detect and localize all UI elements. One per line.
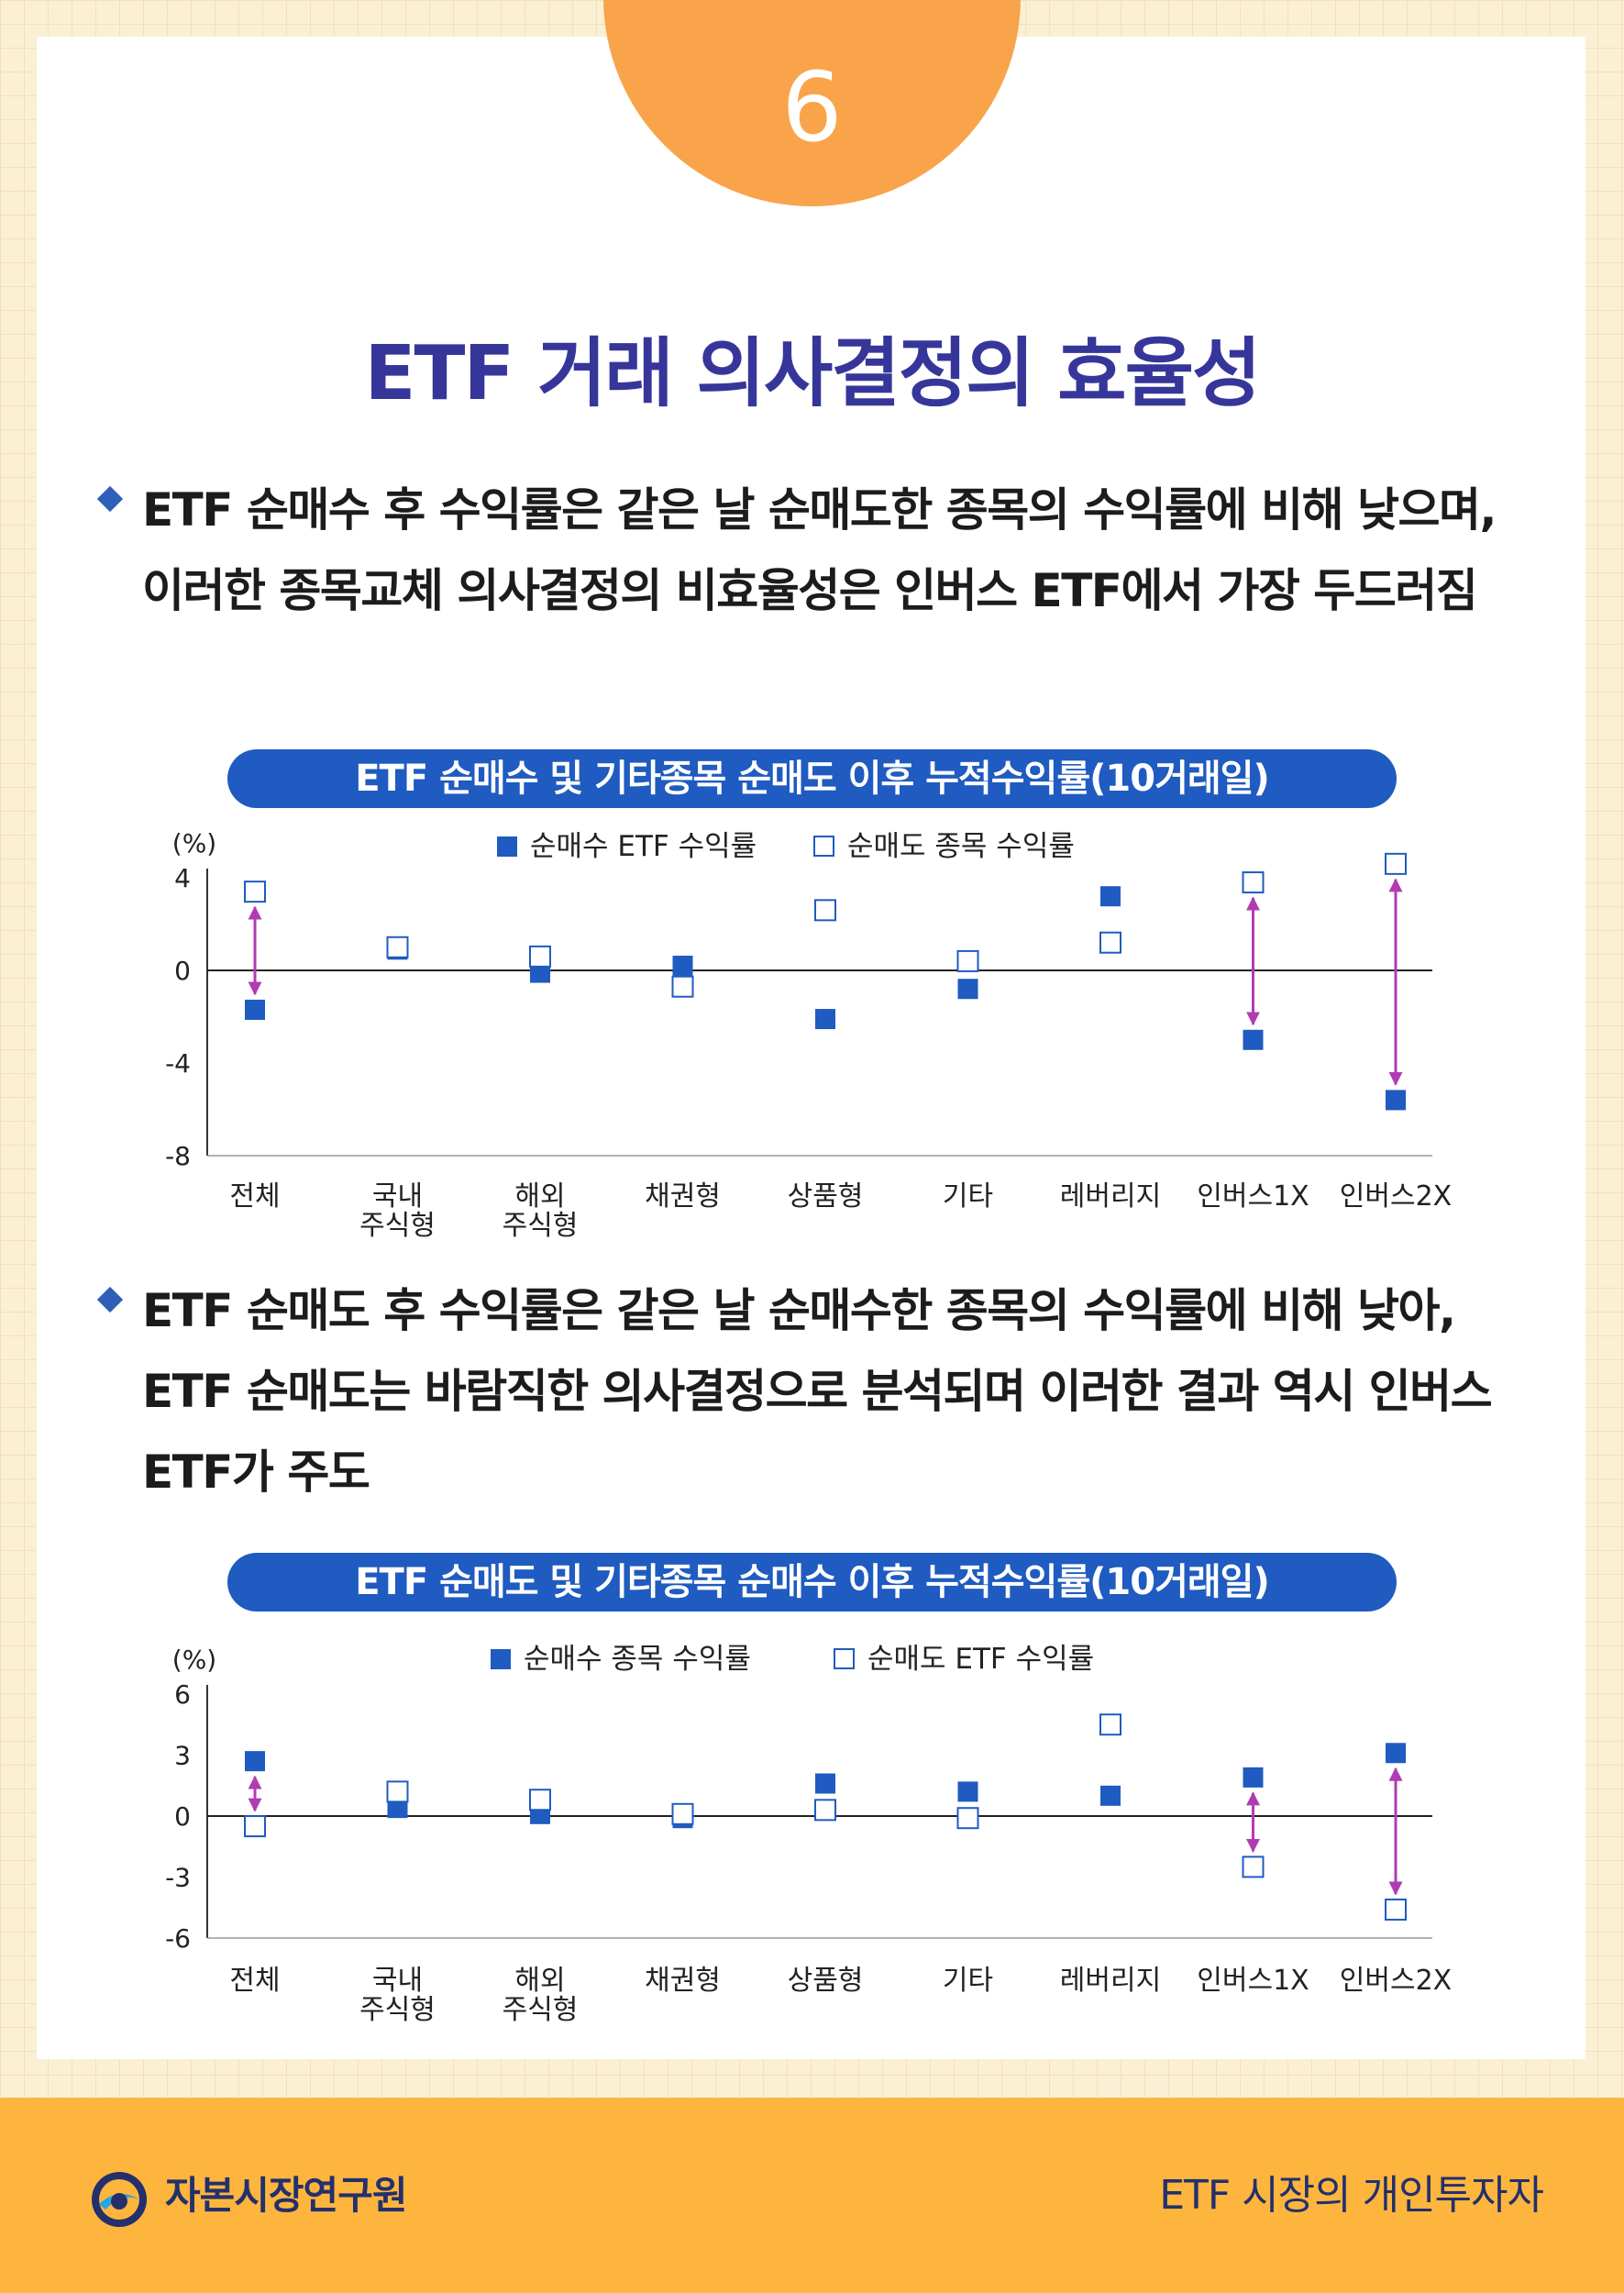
y-tick-label: -8 [165, 1141, 191, 1171]
y-unit-label: (%) [172, 828, 216, 858]
legend-hollow-marker [834, 1648, 855, 1669]
data-point-filled [957, 1781, 978, 1802]
x-category-label: 주식형 [359, 1994, 436, 2026]
data-point-hollow [386, 1780, 409, 1803]
x-category-label: 채권형 [645, 1180, 721, 1213]
data-point-filled [245, 1751, 265, 1772]
y-tick-label: 0 [174, 1801, 191, 1832]
y-tick-label: -6 [165, 1923, 191, 1954]
data-point-hollow [1099, 1713, 1121, 1736]
chart1-title: ETF 순매수 및 기타종목 순매도 이후 누적수익률(10거래일) [227, 749, 1397, 808]
data-point-hollow [1385, 852, 1407, 875]
data-point-hollow [529, 945, 551, 968]
y-tick-label: -3 [165, 1863, 191, 1893]
legend-label: 순매수 종목 수익률 [524, 1643, 751, 1676]
chart2-title: ETF 순매도 및 기타종목 순매수 이후 누적수익률(10거래일) [227, 1553, 1397, 1612]
x-category-label: 주식형 [503, 1994, 579, 2026]
bullet-point-2: ETF 순매도 후 수익률은 같은 날 순매수한 종목의 수익률에 비해 낮아,… [92, 1270, 1522, 1512]
data-point-hollow [671, 1802, 694, 1825]
legend-label: 순매수 ETF 수익률 [530, 830, 757, 863]
legend-label: 순매도 ETF 수익률 [867, 1643, 1094, 1676]
series-name: ETF 시장의 개인투자자 [1159, 2172, 1544, 2219]
x-category-label: 기타 [943, 1180, 993, 1213]
legend-filled-marker [497, 836, 517, 857]
data-point-filled [245, 999, 265, 1020]
data-point-filled [1243, 1029, 1264, 1050]
x-category-label: 채권형 [645, 1965, 721, 1997]
data-point-hollow [244, 1815, 266, 1838]
data-point-filled [815, 1773, 835, 1794]
y-tick-label: 0 [174, 956, 191, 986]
kcmi-logo-icon [92, 2172, 147, 2227]
data-point-filled [957, 979, 978, 1000]
data-point-filled [672, 955, 693, 976]
data-point-filled [1100, 886, 1121, 907]
x-category-label: 국내 [372, 1965, 423, 1997]
data-point-hollow [529, 1789, 551, 1811]
y-tick-label: 6 [174, 1679, 191, 1710]
x-category-label: 주식형 [503, 1210, 579, 1242]
data-point-filled [1386, 1743, 1406, 1764]
bullet-point-1: ETF 순매수 후 수익률은 같은 날 순매도한 종목의 수익률에 비해 낮으며… [92, 470, 1522, 631]
page-title: ETF 거래 의사결정의 효율성 [364, 330, 1261, 417]
x-category-label: 인버스1X [1197, 1180, 1309, 1213]
data-point-filled [815, 1009, 835, 1030]
data-point-hollow [956, 1807, 979, 1830]
bullet-text-2: ETF 순매도 후 수익률은 같은 날 순매수한 종목의 수익률에 비해 낮아,… [142, 1284, 1493, 1499]
data-point-filled [1100, 1785, 1121, 1806]
content-card [37, 37, 1585, 2059]
y-tick-label: 3 [174, 1741, 191, 1771]
x-category-label: 상품형 [788, 1180, 864, 1213]
y-tick-label: 4 [174, 863, 191, 893]
x-category-label: 상품형 [788, 1965, 864, 1997]
data-point-hollow [386, 936, 409, 958]
data-point-hollow [671, 975, 694, 998]
x-category-label: 전체 [229, 1965, 280, 1997]
data-point-filled [1243, 1767, 1264, 1788]
x-category-label: 국내 [372, 1180, 423, 1213]
data-point-hollow [1242, 871, 1265, 894]
x-category-label: 해외 [514, 1965, 565, 1997]
page-number: 6 [781, 51, 843, 163]
x-category-label: 주식형 [359, 1210, 436, 1242]
x-category-label: 레버리지 [1060, 1965, 1161, 1997]
data-point-hollow [814, 1799, 836, 1822]
x-category-label: 기타 [943, 1965, 993, 1997]
x-category-label: 인버스2X [1340, 1965, 1452, 1997]
x-category-label: 해외 [514, 1180, 565, 1213]
diamond-bullet-icon [96, 1286, 124, 1313]
data-point-filled [1386, 1090, 1406, 1111]
y-unit-label: (%) [172, 1645, 216, 1675]
data-point-hollow [1242, 1855, 1265, 1878]
data-point-hollow [814, 899, 836, 922]
diamond-bullet-icon [96, 485, 124, 513]
x-category-label: 인버스2X [1340, 1180, 1452, 1213]
legend-filled-marker [491, 1649, 511, 1669]
x-category-label: 레버리지 [1060, 1180, 1161, 1213]
bullet-text-1: ETF 순매수 후 수익률은 같은 날 순매도한 종목의 수익률에 비해 낮으며… [142, 483, 1497, 617]
org-name: 자본시장연구원 [165, 2173, 407, 2218]
data-point-filled [530, 962, 550, 983]
data-point-hollow [1385, 1898, 1407, 1921]
data-point-hollow [956, 949, 979, 972]
y-tick-label: -4 [165, 1048, 191, 1079]
data-point-hollow [244, 881, 266, 903]
legend-label: 순매도 종목 수익률 [847, 830, 1075, 863]
data-point-hollow [1099, 931, 1121, 954]
x-category-label: 전체 [229, 1180, 280, 1213]
footer-bar [0, 2098, 1624, 2293]
data-point-filled [387, 1798, 408, 1819]
x-category-label: 인버스1X [1197, 1965, 1309, 1997]
legend-hollow-marker [813, 836, 834, 857]
